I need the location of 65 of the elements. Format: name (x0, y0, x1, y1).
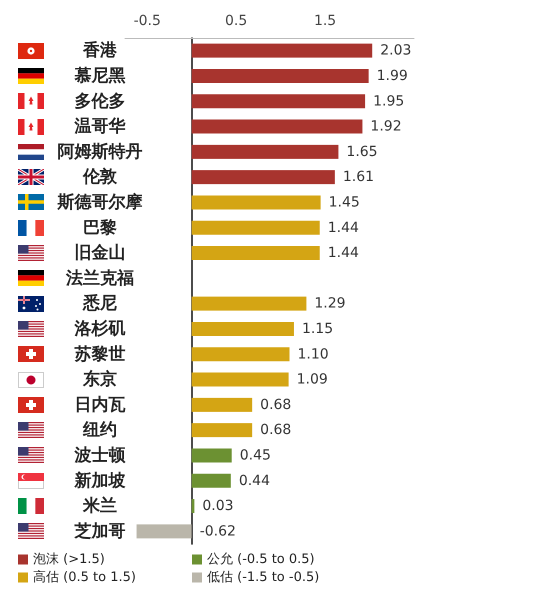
data-label: 1.09 (296, 372, 328, 388)
data-label: 0.68 (260, 396, 292, 413)
legend-label: 低估 (-1.5 to -0.5) (207, 570, 320, 585)
bar (192, 120, 362, 134)
y-tick-label: 慕尼黑 (74, 66, 126, 86)
bar (192, 322, 294, 336)
legend-label: 泡沫 (>1.5) (33, 552, 105, 567)
data-label: 1.44 (328, 245, 360, 262)
y-tick-label: 东京 (82, 370, 117, 390)
y-tick-label: 芝加哥 (74, 521, 126, 542)
data-label: -0.62 (200, 523, 236, 540)
data-label: 0.44 (238, 472, 270, 489)
bar (192, 246, 320, 260)
bar (192, 398, 252, 412)
data-label: 0.03 (202, 498, 234, 514)
data-label: 0.45 (240, 447, 271, 464)
data-label: 1.95 (373, 93, 404, 110)
bar (192, 296, 306, 311)
data-label: 1.92 (370, 118, 402, 135)
y-tick-label: 温哥华 (74, 116, 126, 137)
data-label: 1.15 (302, 320, 334, 337)
data-label: 1.99 (376, 68, 408, 84)
y-tick-label: 纽约 (82, 420, 117, 440)
legend-label: 高估 (0.5 to 1.5) (33, 569, 136, 585)
y-tick-label: 巴黎 (83, 218, 117, 238)
y-tick-label: 悉尼 (82, 294, 117, 314)
bar (192, 94, 366, 108)
bar (192, 499, 194, 514)
data-label: 1.10 (298, 346, 329, 362)
x-tick-label: -0.5 (134, 13, 161, 29)
y-tick-label: 新加坡 (74, 470, 126, 491)
bar (136, 524, 192, 538)
y-tick-label: 米兰 (82, 496, 117, 516)
y-tick-label: 法兰克福 (65, 268, 134, 288)
y-tick-label: 香港 (82, 40, 118, 61)
data-label: 1.45 (328, 194, 360, 210)
bar (192, 144, 338, 159)
y-tick-label: 阿姆斯特丹 (58, 142, 142, 162)
bar (192, 220, 320, 235)
data-label: 2.03 (380, 42, 412, 59)
y-tick-label: 斯德哥尔摩 (56, 192, 142, 212)
y-tick-label: 苏黎世 (74, 344, 126, 364)
x-tick-label: 0.5 (225, 13, 248, 29)
bar (192, 423, 252, 438)
bar (192, 448, 232, 462)
bar (192, 68, 369, 83)
y-tick-label: 旧金山 (74, 243, 126, 264)
y-tick-label: 洛杉矶 (74, 318, 126, 339)
y-tick-label: 波士顿 (74, 445, 126, 466)
data-label: 0.68 (260, 422, 292, 438)
x-tick-label: 1.5 (314, 13, 336, 29)
bar (192, 372, 289, 387)
bar (192, 474, 231, 488)
data-label: 1.44 (328, 220, 360, 236)
data-label: 1.61 (342, 169, 374, 186)
bar (192, 347, 290, 362)
y-tick-label: 日内瓦 (74, 394, 126, 415)
y-tick-label: 多伦多 (74, 91, 126, 112)
bar (192, 195, 321, 210)
bar (192, 44, 372, 58)
bar (192, 170, 335, 184)
data-label: 1.29 (314, 296, 346, 312)
data-label: 1.65 (346, 144, 378, 160)
legend-label: 公允 (-0.5 to 0.5) (207, 552, 315, 567)
y-tick-label: 伦敦 (82, 167, 118, 188)
